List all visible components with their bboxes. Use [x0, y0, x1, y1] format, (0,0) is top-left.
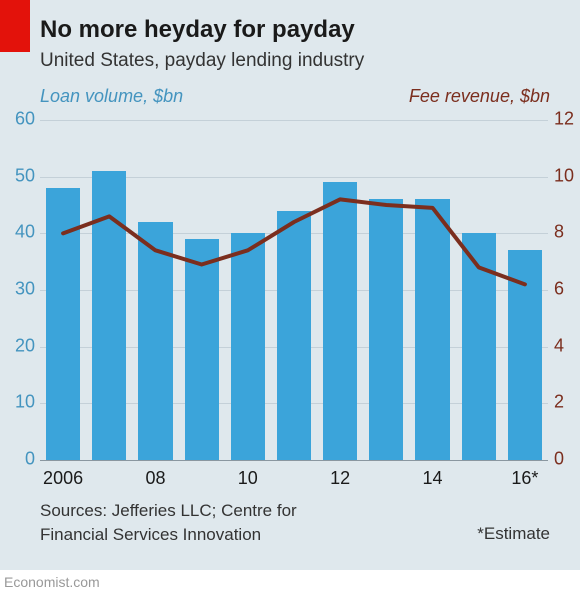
y-tick-right: 4 — [554, 335, 580, 356]
fee-revenue-line — [40, 120, 548, 460]
x-tick: 2006 — [43, 468, 83, 489]
plot-area — [40, 120, 548, 460]
x-tick: 10 — [238, 468, 258, 489]
x-tick: 08 — [145, 468, 165, 489]
y-tick-right: 10 — [554, 165, 580, 186]
y-tick-right: 2 — [554, 392, 580, 413]
y-tick-right: 6 — [554, 278, 580, 299]
y-tick-right: 0 — [554, 448, 580, 469]
y-tick-left: 0 — [0, 448, 35, 469]
y-tick-left: 10 — [0, 392, 35, 413]
y-tick-left: 40 — [0, 222, 35, 243]
y-tick-left: 60 — [0, 108, 35, 129]
y-tick-left: 20 — [0, 335, 35, 356]
x-tick: 14 — [423, 468, 443, 489]
chart-subtitle: United States, payday lending industry — [40, 50, 364, 72]
chart-root: No more heyday for payday United States,… — [0, 0, 580, 598]
left-axis-title: Loan volume, $bn — [40, 86, 183, 107]
brand-red-tab — [0, 0, 30, 52]
x-tick: 16* — [511, 468, 538, 489]
x-tick: 12 — [330, 468, 350, 489]
sources-line-2: Financial Services Innovation — [40, 524, 261, 547]
chart-title: No more heyday for payday — [40, 16, 355, 44]
y-tick-right: 12 — [554, 108, 580, 129]
credit-text: Economist.com — [4, 574, 100, 590]
sources-line-1: Sources: Jefferies LLC; Centre for — [40, 500, 297, 523]
gridline — [40, 460, 548, 461]
right-axis-title: Fee revenue, $bn — [409, 86, 550, 107]
estimate-note: *Estimate — [477, 524, 550, 544]
y-tick-right: 8 — [554, 222, 580, 243]
y-tick-left: 30 — [0, 278, 35, 299]
y-tick-left: 50 — [0, 165, 35, 186]
